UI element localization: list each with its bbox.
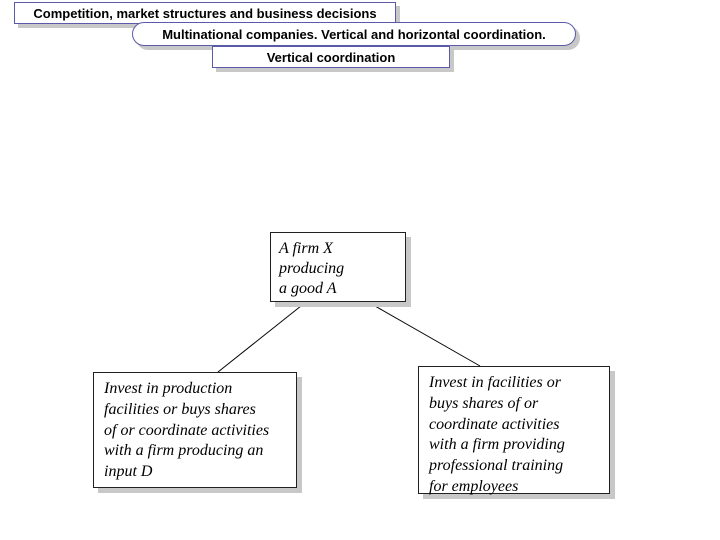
title1-box: Competition, market structures and busin… xyxy=(14,2,396,24)
title2-box: Multinational companies. Vertical and ho… xyxy=(132,22,576,46)
leafR-line2: buys shares of or xyxy=(429,394,599,415)
leafR-line5: professional training xyxy=(429,456,599,477)
leafL-node: Invest in production facilities or buys … xyxy=(93,372,297,488)
leafL-line3: of or coordinate activities xyxy=(104,421,286,442)
firmx-line1: A firm X xyxy=(279,239,397,259)
leafR-line6: for employees xyxy=(429,477,599,498)
leafL-line2: facilities or buys shares xyxy=(104,400,286,421)
title3-text: Vertical coordination xyxy=(267,50,396,65)
firmx-line3: a good A xyxy=(279,279,397,299)
firmx-node: A firm X producing a good A xyxy=(270,232,406,302)
firmx-line2: producing xyxy=(279,259,397,279)
leafL-line5: input D xyxy=(104,462,286,483)
title2-text: Multinational companies. Vertical and ho… xyxy=(162,27,546,42)
edge-firmx-leafL xyxy=(218,302,306,372)
leafR-line4: with a firm providing xyxy=(429,435,599,456)
title1-text: Competition, market structures and busin… xyxy=(33,6,376,21)
edge-firmx-leafR xyxy=(368,302,480,366)
leafL-line1: Invest in production xyxy=(104,379,286,400)
leafR-line1: Invest in facilities or xyxy=(429,373,599,394)
leafL-line4: with a firm producing an xyxy=(104,441,286,462)
leafR-line3: coordinate activities xyxy=(429,415,599,436)
leafR-node: Invest in facilities or buys shares of o… xyxy=(418,366,610,494)
title3-box: Vertical coordination xyxy=(212,46,450,68)
